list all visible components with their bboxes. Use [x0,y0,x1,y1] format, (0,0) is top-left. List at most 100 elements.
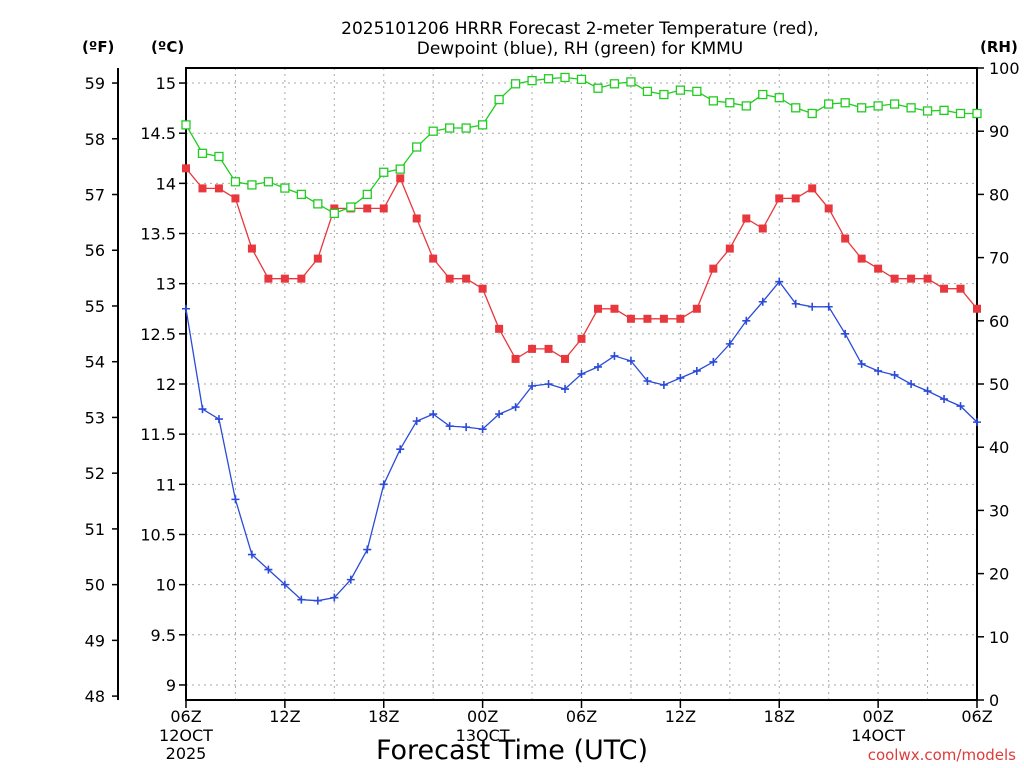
rh-tick-label: 50 [989,375,1009,394]
fahrenheit-tick-label: 49 [85,631,105,650]
point-dewpoint [198,405,207,414]
point-temperature [626,314,635,323]
point-temperature [907,274,916,283]
point-temperature [396,174,405,183]
point-rh [395,164,405,174]
point-temperature [791,194,800,203]
point-rh [708,96,718,106]
point-temperature [593,304,602,313]
point-temperature [247,244,256,253]
point-rh [445,123,455,133]
point-dewpoint [692,366,701,375]
unit-label-celsius: (ºC) [151,38,184,56]
point-dewpoint [643,376,652,385]
point-rh [856,103,867,113]
point-temperature [412,214,421,223]
fahrenheit-tick-label: 50 [85,576,105,595]
point-dewpoint [214,415,223,424]
point-rh [412,142,422,152]
celsius-tick-label: 10 [156,576,176,595]
x-tick-label: 12Z [269,707,300,726]
credit-text: coolwx.com/models [868,746,1016,764]
point-temperature [561,354,570,363]
celsius-tick-label: 9 [166,676,176,695]
point-temperature [676,314,685,323]
point-dewpoint [462,423,471,432]
point-dewpoint [593,362,602,371]
point-temperature [808,184,817,193]
point-dewpoint [445,422,454,431]
x-tick-label: 12Z [665,707,696,726]
point-dewpoint [857,359,866,368]
series-layer [181,72,982,605]
point-rh [214,151,224,162]
celsius-tick-label: 9.5 [151,626,176,645]
rh-tick-label: 70 [989,249,1009,268]
point-temperature [182,164,190,173]
x-tick-label: 06Z [961,707,992,726]
point-dewpoint [478,425,487,434]
point-dewpoint [577,369,586,378]
point-temperature [577,334,586,343]
point-rh [807,108,817,119]
point-temperature [511,354,520,363]
point-rh [346,202,356,212]
fahrenheit-tick-label: 55 [85,297,105,316]
point-temperature [528,344,537,353]
x-tick-label: 06Z [170,707,201,726]
point-dewpoint [890,370,899,379]
point-rh [692,86,702,97]
point-rh [477,120,488,130]
point-rh [494,94,504,105]
point-temperature [610,304,619,313]
celsius-tick-label: 14 [156,174,176,193]
point-rh [313,199,323,209]
point-rh [626,77,636,87]
point-rh [725,98,735,108]
point-rh [197,148,208,158]
rh-tick-label: 100 [989,59,1020,78]
point-temperature [363,204,372,213]
point-temperature [973,304,981,313]
point-rh [280,183,290,193]
point-dewpoint [363,545,372,554]
point-dewpoint [511,403,520,412]
point-rh [543,74,554,84]
fahrenheit-tick-label: 59 [85,74,105,93]
fahrenheit-tick-label: 56 [85,241,105,260]
point-dewpoint [676,373,685,382]
rh-tick-label: 20 [989,565,1009,584]
celsius-tick-label: 13.5 [140,225,176,244]
point-dewpoint [758,297,767,306]
point-rh [791,103,801,113]
x-tick-label: 18Z [764,707,795,726]
celsius-tick-label: 13 [156,275,176,294]
point-temperature [709,264,718,273]
point-rh [675,85,686,95]
point-rh [906,103,916,113]
point-dewpoint [264,565,273,574]
point-temperature [264,274,273,283]
point-dewpoint [297,595,306,604]
point-temperature [890,274,899,283]
point-dewpoint [725,339,734,348]
point-rh [741,101,751,111]
x-axis-label: Forecast Time (UTC) [376,735,648,766]
point-dewpoint [956,402,965,411]
point-temperature [462,274,471,283]
fahrenheit-tick-label: 52 [85,464,105,483]
fahrenheit-tick-label: 58 [85,130,105,149]
point-temperature [824,204,833,213]
rh-tick-label: 30 [989,501,1009,520]
point-rh [527,75,537,86]
point-rh [642,86,653,97]
point-temperature [857,254,866,263]
point-rh [329,208,339,219]
x-tick-date: 13OCT [456,726,510,745]
point-dewpoint [874,366,883,375]
rh-tick-label: 40 [989,438,1009,457]
x-tick-label: 18Z [368,707,399,726]
rh-tick-label: 60 [989,312,1009,331]
point-rh [889,99,900,109]
point-rh [758,89,768,100]
